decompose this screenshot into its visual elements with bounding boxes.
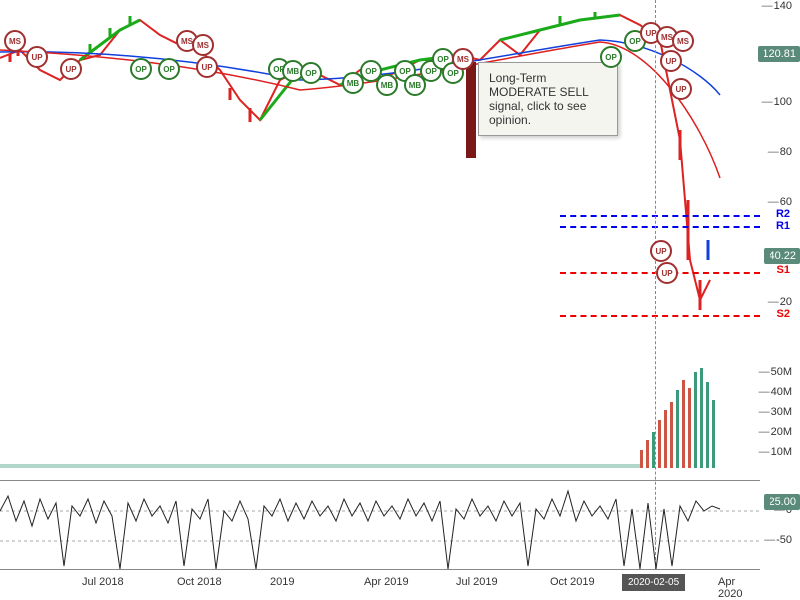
volume-chart-panel[interactable] <box>0 360 760 470</box>
signal-badge-up[interactable]: UP <box>650 240 672 262</box>
signal-badge-mb[interactable]: MB <box>376 74 398 96</box>
signal-badge-ms[interactable]: MS <box>192 34 214 56</box>
oscillator-svg <box>0 481 760 571</box>
signal-badge-up[interactable]: UP <box>660 50 682 72</box>
resistance-line-r2 <box>560 215 760 217</box>
tooltip-text: Long-Term MODERATE SELL signal, click to… <box>489 71 588 127</box>
crosshair-date-badge: 2020-02-05 <box>622 574 685 591</box>
oscillator-chart-panel[interactable] <box>0 480 760 570</box>
signal-badge-ms[interactable]: MS <box>4 30 26 52</box>
signal-badge-op[interactable]: OP <box>600 46 622 68</box>
resistance-line-r1 <box>560 226 760 228</box>
signal-badge-op[interactable]: OP <box>158 58 180 80</box>
tooltip-anchor-bar <box>466 62 476 158</box>
support-line-s2 <box>560 315 760 317</box>
price-svg <box>0 0 760 350</box>
signal-badge-up[interactable]: UP <box>196 56 218 78</box>
price-chart-panel[interactable]: R2 R1 S1 S2 <box>0 0 760 350</box>
volume-y-axis: 50M 40M 30M 20M 10M <box>760 360 800 470</box>
signal-badge-op[interactable]: OP <box>130 58 152 80</box>
price-badge-2: 40.22 <box>764 248 800 264</box>
signal-tooltip[interactable]: Long-Term MODERATE SELL signal, click to… <box>478 62 618 136</box>
signal-badge-ms[interactable]: MS <box>452 48 474 70</box>
signal-badge-up[interactable]: UP <box>60 58 82 80</box>
signal-badge-up[interactable]: UP <box>670 78 692 100</box>
signal-badge-up[interactable]: UP <box>656 262 678 284</box>
signal-badge-ms[interactable]: MS <box>672 30 694 52</box>
oscillator-badge: 25.00 <box>764 494 800 510</box>
signal-badge-op[interactable]: OP <box>300 62 322 84</box>
volume-svg <box>0 360 760 470</box>
price-badge-1: 120.81 <box>758 46 800 62</box>
signal-badge-up[interactable]: UP <box>26 46 48 68</box>
